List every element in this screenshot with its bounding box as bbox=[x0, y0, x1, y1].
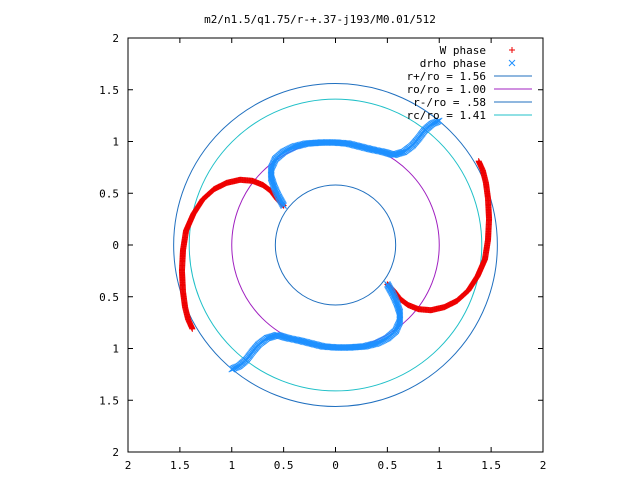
x-tick-label-3: 0.5 bbox=[274, 459, 294, 472]
legend-marker-1 bbox=[508, 59, 516, 67]
y-tick-label-7: 1.5 bbox=[99, 84, 119, 97]
data-points bbox=[178, 117, 493, 373]
circle-3 bbox=[188, 98, 483, 392]
circle-2 bbox=[274, 184, 397, 306]
x-tick-label-1: 1.5 bbox=[170, 459, 190, 472]
x-tick-label-8: 2 bbox=[540, 459, 547, 472]
x-tick-label-4: 0 bbox=[332, 459, 339, 472]
series-0 bbox=[178, 158, 493, 332]
point-1-1-186 bbox=[228, 365, 236, 373]
circle-1 bbox=[231, 141, 440, 349]
legend-label-2: r+/ro = 1.56 bbox=[407, 70, 486, 83]
legend-label-0: W phase bbox=[440, 44, 486, 57]
point-1-0-186 bbox=[435, 117, 443, 125]
y-tick-label-8: 2 bbox=[112, 32, 119, 45]
x-tick-label-2: 1 bbox=[228, 459, 235, 472]
y-tick-label-0: 2 bbox=[112, 446, 119, 459]
y-tick-label-6: 1 bbox=[112, 136, 119, 149]
y-tick-label-5: 0.5 bbox=[99, 187, 119, 200]
y-tick-label-4: 0 bbox=[112, 239, 119, 252]
legend-label-1: drho phase bbox=[420, 57, 486, 70]
point-1-0-146 bbox=[398, 149, 406, 156]
y-tick-label-2: 1 bbox=[112, 343, 119, 356]
chart-title: m2/n1.5/q1.75/r-+.37-j193/M0.01/512 bbox=[204, 13, 436, 26]
x-tick-label-7: 1.5 bbox=[481, 459, 501, 472]
point-0-1-279 bbox=[475, 158, 482, 165]
axis-ticks: 2 1.5 1 0.5 0 0.5 1 1.5 221.510.500.511.52 bbox=[99, 32, 546, 472]
point-1-1-146 bbox=[265, 334, 273, 341]
legend-label-3: ro/ro = 1.00 bbox=[407, 83, 486, 96]
legend-marker-0 bbox=[509, 47, 515, 53]
legend-label-5: rc/ro = 1.41 bbox=[407, 109, 486, 122]
x-tick-label-6: 1 bbox=[436, 459, 443, 472]
y-tick-label-3: 0.5 bbox=[99, 291, 119, 304]
series-1 bbox=[228, 117, 443, 373]
x-tick-label-0: 2 bbox=[125, 459, 132, 472]
reference-circles bbox=[173, 83, 498, 407]
x-tick-label-5: 0.5 bbox=[377, 459, 397, 472]
y-tick-label-1: 1.5 bbox=[99, 394, 119, 407]
circle-0 bbox=[173, 83, 498, 407]
point-0-0-279 bbox=[189, 325, 196, 332]
legend-label-4: r-/ro = .58 bbox=[413, 96, 486, 109]
